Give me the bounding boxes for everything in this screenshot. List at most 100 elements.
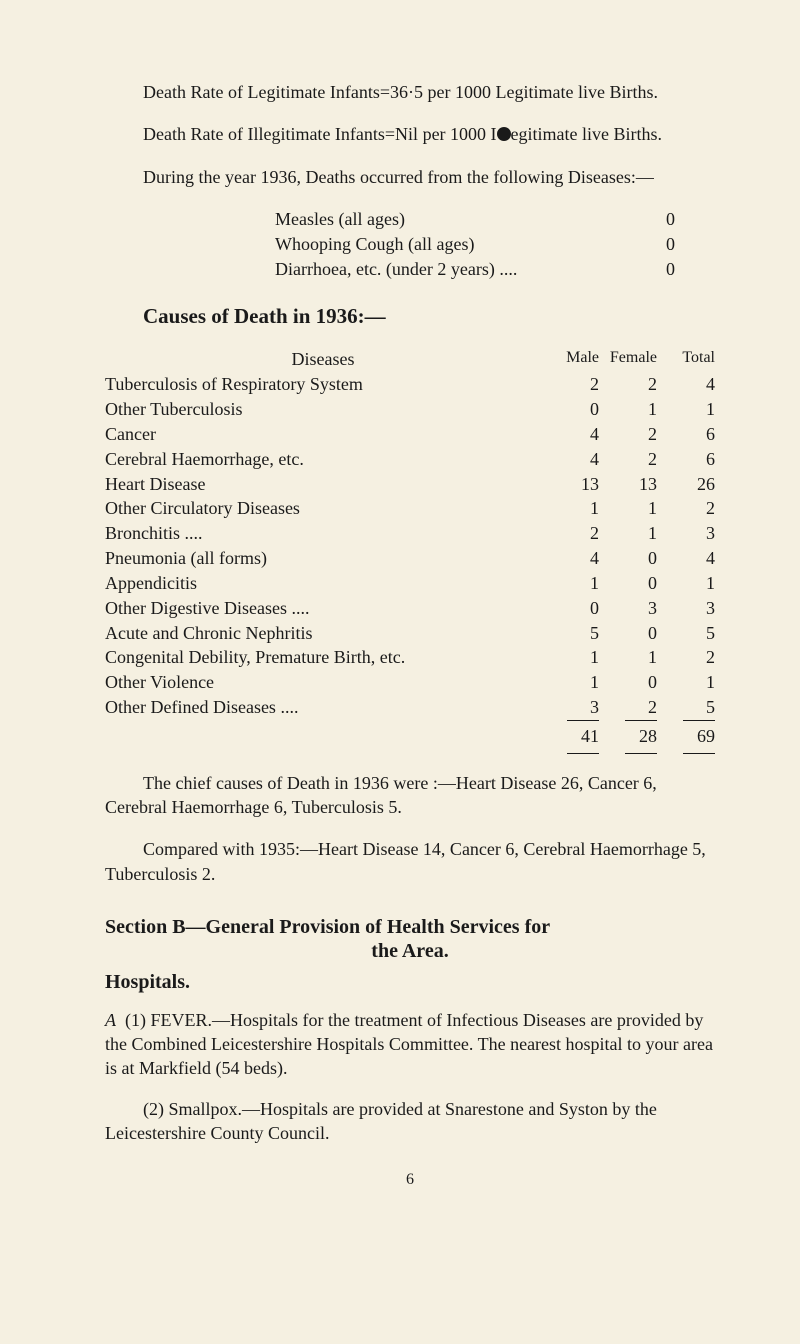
row-label: Other Digestive Diseases .... (105, 596, 541, 621)
table-header-diseases: Diseases (105, 347, 541, 372)
row-label: Pneumonia (all forms) (105, 546, 541, 571)
table-body: Tuberculosis of Respiratory System224Oth… (105, 372, 715, 720)
ink-dot-icon (497, 127, 511, 141)
row-label: Bronchitis .... (105, 521, 541, 546)
row-total: 2 (657, 496, 715, 521)
row-male: 3 (541, 695, 599, 720)
row-female: 2 (599, 695, 657, 720)
row-label: Other Tuberculosis (105, 397, 541, 422)
row-label: Cancer (105, 422, 541, 447)
row-female: 1 (599, 521, 657, 546)
disease-list-item: Measles (all ages)0 (275, 207, 675, 232)
row-label: Other Defined Diseases .... (105, 695, 541, 720)
row-female: 0 (599, 546, 657, 571)
row-male: 1 (541, 496, 599, 521)
table-row: Congenital Debility, Premature Birth, et… (105, 645, 715, 670)
row-male: 2 (541, 372, 599, 397)
section-b-heading-line2: the Area. (105, 940, 715, 963)
table-row: Other Circulatory Diseases112 (105, 496, 715, 521)
hospitals-heading: Hospitals. (105, 971, 715, 994)
row-female: 1 (599, 496, 657, 521)
row-male: 1 (541, 645, 599, 670)
row-female: 2 (599, 447, 657, 472)
table-header-total: Total (657, 347, 715, 372)
row-female: 0 (599, 670, 657, 695)
row-total: 1 (657, 670, 715, 695)
table-header-male: Male (541, 347, 599, 372)
table-row: Cancer426 (105, 422, 715, 447)
disease-label: Whooping Cough (all ages) (275, 232, 645, 257)
total-total: 69 (657, 724, 715, 749)
total-male: 41 (541, 724, 599, 749)
total-female: 28 (599, 724, 657, 749)
p2-text-before: Death Rate of Illegitimate Infants=Nil p… (143, 124, 497, 144)
row-total: 3 (657, 521, 715, 546)
row-female: 2 (599, 372, 657, 397)
disease-list-item: Whooping Cough (all ages)0 (275, 232, 675, 257)
row-label: Congenital Debility, Premature Birth, et… (105, 645, 541, 670)
row-male: 0 (541, 397, 599, 422)
row-total: 5 (657, 695, 715, 720)
row-label: Acute and Chronic Nephritis (105, 621, 541, 646)
row-total: 4 (657, 372, 715, 397)
disease-value: 0 (645, 232, 675, 257)
row-total: 6 (657, 422, 715, 447)
row-total: 4 (657, 546, 715, 571)
paragraph-fever: A (1) FEVER.—Hospitals for the treatment… (105, 1008, 715, 1081)
row-male: 13 (541, 472, 599, 497)
row-male: 0 (541, 596, 599, 621)
row-total: 1 (657, 571, 715, 596)
page-number: 6 (105, 1171, 715, 1189)
row-total: 1 (657, 397, 715, 422)
row-female: 3 (599, 596, 657, 621)
row-female: 0 (599, 571, 657, 596)
row-label: Other Circulatory Diseases (105, 496, 541, 521)
row-total: 3 (657, 596, 715, 621)
row-label: Tuberculosis of Respiratory System (105, 372, 541, 397)
paragraph-death-rate-illegit: Death Rate of Illegitimate Infants=Nil p… (105, 122, 715, 146)
table-header-row: Diseases Male Female Total (105, 347, 715, 372)
row-total: 5 (657, 621, 715, 646)
table-row: Appendicitis101 (105, 571, 715, 596)
row-male: 5 (541, 621, 599, 646)
paragraph-compared-1935: Compared with 1935:—Heart Disease 14, Ca… (105, 837, 715, 886)
section-b-heading-line1: Section B—General Provision of Health Se… (105, 914, 715, 940)
row-male: 4 (541, 447, 599, 472)
row-female: 1 (599, 645, 657, 670)
table-total-row: 41 28 69 (105, 720, 715, 753)
table-header-female: Female (599, 347, 657, 372)
table-row: Bronchitis ....213 (105, 521, 715, 546)
row-female: 2 (599, 422, 657, 447)
table-row: Acute and Chronic Nephritis505 (105, 621, 715, 646)
row-total: 2 (657, 645, 715, 670)
table-row: Other Defined Diseases ....325 (105, 695, 715, 720)
disease-label: Measles (all ages) (275, 207, 645, 232)
row-total: 6 (657, 447, 715, 472)
disease-value: 0 (645, 257, 675, 282)
paragraph-chief-causes: The chief causes of Death in 1936 were :… (105, 771, 715, 820)
causes-table: Diseases Male Female Total Tuberculosis … (105, 347, 715, 752)
document-page: Death Rate of Legitimate Infants=36·5 pe… (0, 0, 800, 1344)
p2-text-after: egitimate live Births. (511, 124, 662, 144)
fever-text: (1) FEVER.—Hospitals for the treatment o… (105, 1010, 713, 1079)
paragraph-smallpox: (2) Smallpox.—Hospitals are provided at … (105, 1097, 715, 1146)
table-row: Heart Disease131326 (105, 472, 715, 497)
paragraph-during-year: During the year 1936, Deaths occurred fr… (105, 165, 715, 189)
table-row: Other Digestive Diseases ....033 (105, 596, 715, 621)
row-male: 1 (541, 670, 599, 695)
row-female: 1 (599, 397, 657, 422)
table-row: Pneumonia (all forms)404 (105, 546, 715, 571)
causes-heading: Causes of Death in 1936:— (105, 304, 715, 329)
row-label: Heart Disease (105, 472, 541, 497)
table-row: Tuberculosis of Respiratory System224 (105, 372, 715, 397)
disease-value: 0 (645, 207, 675, 232)
row-label: Cerebral Haemorrhage, etc. (105, 447, 541, 472)
row-label: Appendicitis (105, 571, 541, 596)
table-row: Other Violence101 (105, 670, 715, 695)
row-male: 1 (541, 571, 599, 596)
row-female: 0 (599, 621, 657, 646)
row-label: Other Violence (105, 670, 541, 695)
row-total: 26 (657, 472, 715, 497)
disease-label: Diarrhoea, etc. (under 2 years) .... (275, 257, 645, 282)
paragraph-death-rate-legit: Death Rate of Legitimate Infants=36·5 pe… (105, 80, 715, 104)
